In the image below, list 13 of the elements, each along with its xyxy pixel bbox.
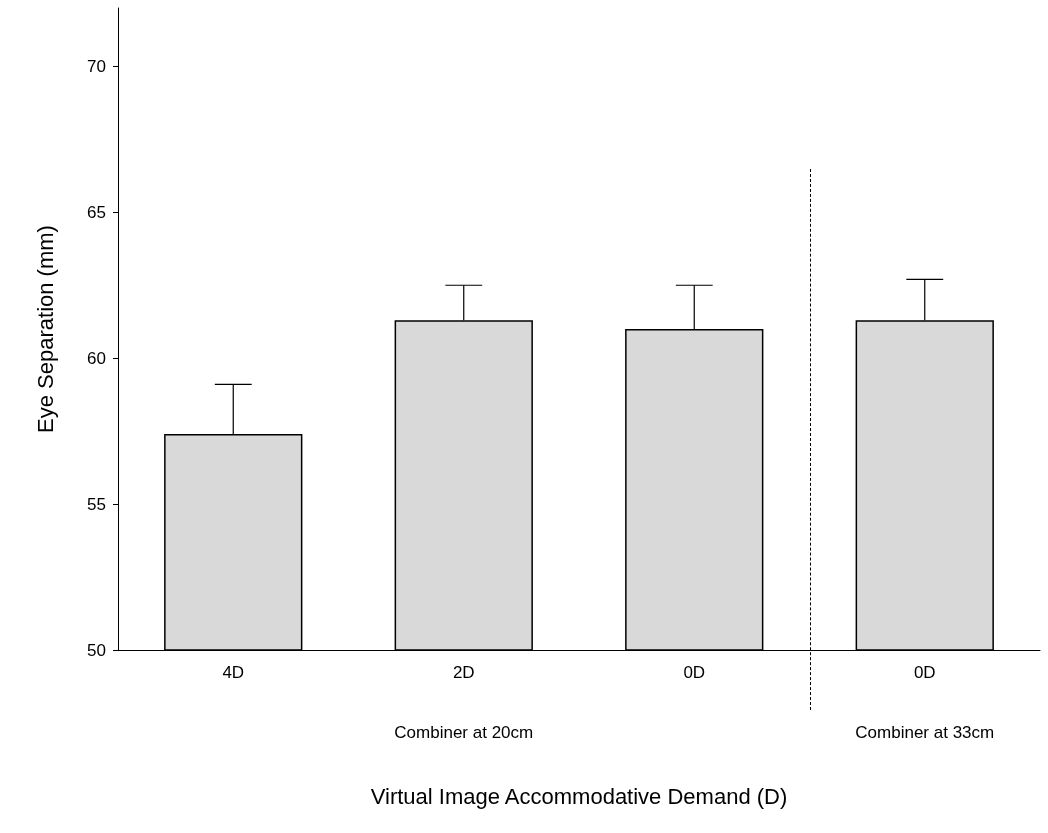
y-axis-title: Eye Separation (mm) xyxy=(32,225,58,433)
y-tick-label: 65 xyxy=(87,202,106,222)
x-tick-label: 0D xyxy=(683,663,706,682)
text: Combiner at 20cm xyxy=(394,722,534,742)
x-tick-label: 0D xyxy=(913,663,936,682)
y-tick-label: 70 xyxy=(87,56,106,76)
x-tick-label: 4D xyxy=(222,663,245,682)
y-tick-label: 55 xyxy=(87,494,106,514)
x-axis-title: Virtual Image Accommodative Demand (D) xyxy=(370,783,788,809)
text: Combiner at 33cm xyxy=(855,722,995,742)
x-tick-label: 2D xyxy=(452,663,475,682)
y-tick-label: 50 xyxy=(87,640,106,660)
y-tick-label: 60 xyxy=(87,348,106,368)
